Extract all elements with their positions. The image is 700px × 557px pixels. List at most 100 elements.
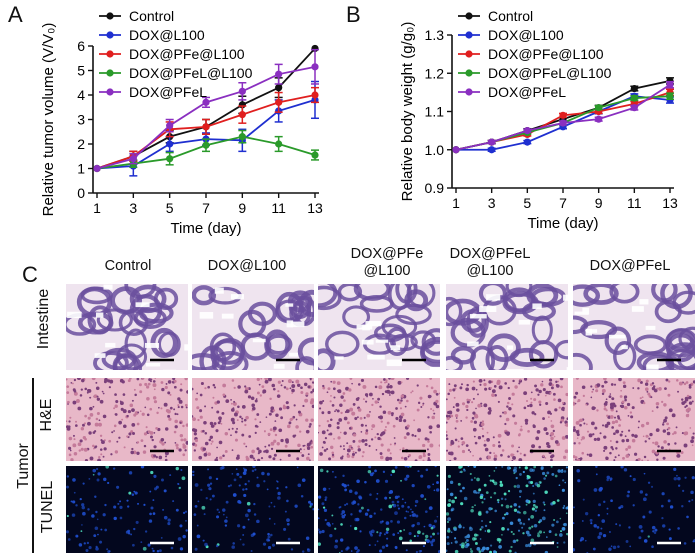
dapi-nucleus (407, 466, 410, 468)
cell-nucleus (322, 399, 325, 403)
cell-nucleus (384, 381, 387, 384)
cell-nucleus (232, 401, 237, 406)
dapi-nucleus (277, 491, 281, 496)
cell-nucleus (96, 395, 99, 398)
dapi-nucleus (273, 505, 276, 508)
cell-nucleus (362, 384, 367, 389)
dapi-nucleus (94, 495, 97, 498)
dapi-nucleus (527, 518, 531, 521)
row-label-he: H&E (38, 398, 55, 432)
cell-nucleus (379, 405, 382, 408)
dapi-nucleus (251, 469, 255, 473)
dapi-nucleus (149, 512, 152, 516)
cell-nucleus (337, 436, 341, 440)
cell-nucleus (527, 430, 530, 433)
cell-nucleus (637, 387, 640, 390)
dapi-nucleus (565, 466, 568, 469)
cell-nucleus (381, 392, 385, 396)
tunel-positive-cell (498, 541, 501, 544)
cell-nucleus (93, 447, 95, 450)
cell-nucleus (89, 406, 93, 411)
cell-nucleus (111, 431, 114, 434)
dapi-nucleus (354, 546, 358, 550)
cell-nucleus (265, 449, 269, 454)
dapi-nucleus (521, 526, 524, 529)
cell-nucleus (296, 383, 301, 388)
dapi-nucleus (119, 505, 123, 510)
dapi-nucleus (134, 491, 138, 495)
dapi-nucleus (515, 476, 518, 480)
cell-nucleus (691, 444, 694, 447)
tunel-positive-cell (489, 479, 493, 482)
cell-nucleus (219, 456, 223, 460)
cell-nucleus (77, 406, 82, 411)
tunel-positive-cell (451, 499, 455, 504)
dapi-nucleus (209, 482, 213, 485)
cell-nucleus (207, 385, 210, 389)
cell-nucleus (75, 424, 78, 427)
tunel-positive-cell (389, 496, 391, 499)
cell-nucleus (272, 387, 276, 391)
cell-nucleus (606, 414, 609, 417)
cell-nucleus (160, 438, 165, 442)
cell-nucleus (651, 449, 656, 454)
cell-nucleus (391, 412, 394, 415)
cell-nucleus (121, 418, 124, 421)
cell-nucleus (542, 454, 545, 458)
cell-nucleus (637, 378, 642, 383)
dapi-nucleus (602, 533, 607, 538)
tunel-positive-cell (360, 506, 364, 510)
cell-nucleus (122, 393, 126, 396)
dapi-nucleus (470, 478, 474, 482)
dapi-nucleus (97, 472, 101, 476)
lumen-gap (135, 302, 150, 308)
cell-nucleus (307, 453, 310, 456)
dapi-nucleus (113, 505, 117, 509)
dapi-nucleus (463, 469, 466, 472)
tunel-positive-cell (505, 504, 510, 509)
cell-nucleus (374, 400, 378, 404)
cell-nucleus (364, 443, 368, 446)
cell-nucleus (493, 454, 498, 458)
dapi-nucleus (647, 481, 651, 484)
cell-nucleus (83, 422, 86, 425)
dapi-nucleus (525, 544, 529, 548)
cell-nucleus (192, 415, 194, 418)
tunel-positive-cell (501, 533, 503, 536)
data-point-dox-pfel-l100 (311, 151, 319, 159)
cell-nucleus (452, 388, 456, 392)
cell-nucleus (157, 427, 161, 432)
cell-nucleus (236, 427, 239, 430)
cell-nucleus (622, 456, 625, 460)
tunel-positive-cell (447, 529, 451, 533)
cell-nucleus (278, 407, 283, 411)
cell-nucleus (279, 458, 282, 461)
tunel-positive-cell (537, 532, 540, 535)
cell-nucleus (688, 384, 692, 387)
tunel-positive-cell (80, 530, 83, 532)
cell-nucleus (520, 425, 523, 428)
dapi-nucleus (358, 496, 363, 500)
cell-nucleus (531, 411, 535, 415)
cell-nucleus (678, 381, 683, 386)
dapi-nucleus (391, 500, 395, 504)
dapi-nucleus (209, 498, 212, 501)
cell-nucleus (433, 389, 437, 394)
cell-nucleus (195, 397, 198, 401)
cell-nucleus (239, 415, 242, 419)
cell-nucleus (177, 406, 180, 409)
cell-nucleus (369, 410, 371, 413)
cell-nucleus (429, 378, 432, 380)
cell-nucleus (625, 438, 630, 443)
dapi-nucleus (235, 468, 238, 470)
cell-nucleus (116, 440, 119, 443)
dapi-nucleus (267, 546, 272, 550)
dapi-nucleus (224, 519, 228, 523)
cell-nucleus (173, 408, 176, 411)
cell-nucleus (137, 411, 140, 414)
cell-nucleus (332, 387, 336, 391)
cell-nucleus (336, 421, 340, 425)
cell-nucleus (511, 459, 514, 461)
tunel-positive-cell (510, 545, 513, 549)
dapi-nucleus (91, 514, 95, 518)
